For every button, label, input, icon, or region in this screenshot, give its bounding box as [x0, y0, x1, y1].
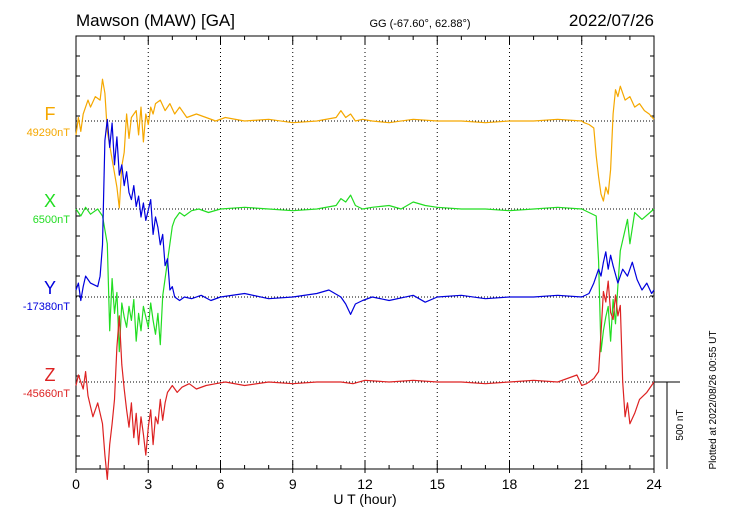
component-y-label: Y — [44, 278, 56, 298]
x-axis-label: U T (hour) — [333, 491, 396, 507]
x-axis-ticks: 0 3 6 9 12 15 18 21 24 — [72, 469, 662, 492]
station-title: Mawson (MAW) [GA] — [76, 11, 235, 30]
minor-ticks — [76, 36, 654, 469]
component-f-label: F — [45, 104, 56, 124]
scale-bar: 500 nT — [654, 381, 686, 469]
component-labels: F 49290nT X 6500nT Y -17380nT Z -45660nT — [23, 104, 70, 400]
x-tick-label-3: 3 — [144, 476, 152, 492]
grid-lines — [147, 36, 583, 469]
series-lines — [75, 78, 655, 480]
x-tick-label-12: 12 — [357, 476, 373, 492]
x-tick-label-18: 18 — [502, 476, 518, 492]
station-coords: GG (-67.60°, 62.88°) — [369, 18, 470, 30]
x-tick-label-0: 0 — [72, 476, 80, 492]
x-tick-label-9: 9 — [289, 476, 297, 492]
x-tick-label-21: 21 — [574, 476, 590, 492]
x-tick-label-6: 6 — [217, 476, 225, 492]
plotted-timestamp: Plotted at 2022/08/26 00:55 UT — [708, 331, 719, 470]
series-y-line — [75, 118, 655, 315]
series-z-line — [75, 280, 655, 480]
series-f-line — [75, 78, 655, 209]
component-x-baseline: 6500nT — [33, 214, 71, 226]
x-tick-label-24: 24 — [646, 476, 662, 492]
component-f-baseline: 49290nT — [27, 127, 71, 139]
component-x-label: X — [44, 191, 56, 211]
component-y-baseline: -17380nT — [23, 301, 70, 313]
scale-bar-label: 500 nT — [675, 409, 686, 440]
component-z-baseline: -45660nT — [23, 388, 70, 400]
component-z-label: Z — [45, 365, 56, 385]
x-tick-label-15: 15 — [429, 476, 445, 492]
plot-date: 2022/07/26 — [569, 11, 654, 30]
series-x-line — [75, 194, 655, 353]
